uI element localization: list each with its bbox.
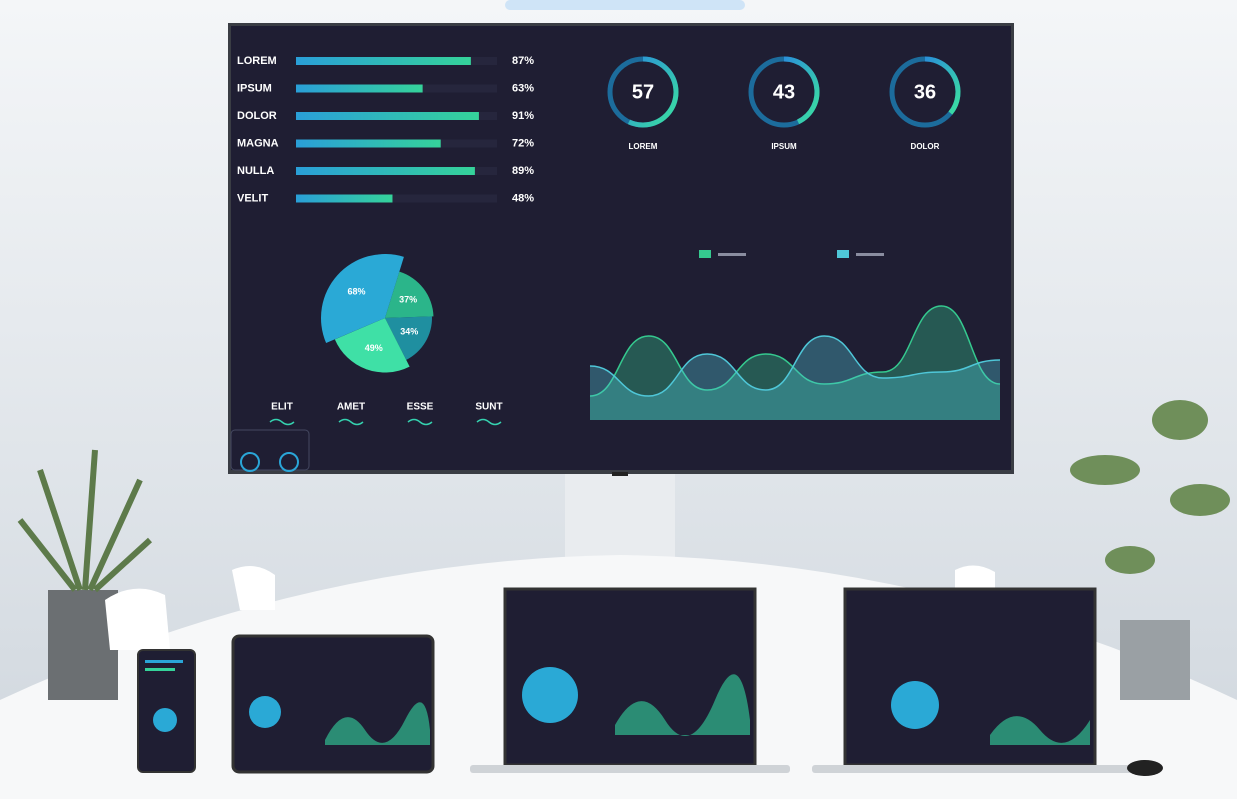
mini-ring (240, 452, 260, 472)
pie-sector (385, 316, 432, 360)
tablet-wave (325, 702, 430, 745)
gauge-value: 36 (914, 81, 936, 103)
pie-label: 37% (399, 295, 417, 305)
laptop-base (812, 765, 1132, 773)
gauge-arc (627, 56, 679, 128)
pie-sector (321, 254, 404, 344)
gauge-value: 57 (632, 81, 654, 103)
bar (296, 194, 393, 203)
gauge-value: 43 (773, 81, 795, 103)
phone-bar (145, 660, 183, 663)
bar-value-label: 91% (512, 110, 534, 122)
bar-label: NULLA (237, 165, 274, 177)
tablet-pie (249, 696, 281, 728)
devices (137, 587, 1163, 776)
gauge-label: LOREM (629, 142, 658, 151)
laptop-pie (522, 667, 578, 723)
footer-glyph (407, 418, 433, 426)
footer-label: SUNT (475, 402, 502, 413)
legend-swatch (699, 250, 711, 258)
gauge-label: DOLOR (911, 142, 940, 151)
pie-label: 68% (347, 287, 365, 297)
footer-label: ELIT (271, 402, 293, 413)
footer-glyph (476, 418, 502, 426)
pie-label: 34% (400, 327, 418, 337)
mini-panel (230, 429, 310, 471)
gauge-label: IPSUM (771, 142, 797, 151)
bar (296, 57, 471, 65)
phone-bar (145, 668, 175, 671)
laptop-base (470, 765, 790, 773)
bar-value-label: 63% (512, 82, 534, 94)
laptop-screen (843, 587, 1097, 767)
laptop-wave (990, 716, 1090, 745)
wave-area (590, 306, 1000, 420)
bar-value-label: 87% (512, 55, 534, 67)
footer-glyph (269, 418, 295, 426)
bar-label: IPSUM (237, 82, 272, 94)
bar-label: VELIT (237, 192, 268, 204)
plant-pot (1120, 620, 1190, 700)
chair (232, 566, 275, 610)
tv-screen (231, 26, 1011, 470)
wave-line (589, 305, 1001, 397)
bar-label: LOREM (237, 55, 277, 67)
legend-text (856, 253, 884, 256)
pie-sector (334, 318, 410, 373)
legend-text (718, 253, 746, 256)
tv-stand (565, 470, 675, 560)
chair (105, 588, 170, 650)
gauge-arc (924, 56, 961, 115)
laptop-pie (891, 681, 939, 729)
wave-area (590, 336, 1000, 420)
bar (296, 112, 479, 120)
top-tab (505, 0, 745, 10)
pie-sector (385, 271, 434, 318)
dashboard: LOREM 87% IPSUM 63% DOLOR 91% MAGNA 72% NULLA 89%… (237, 55, 1001, 426)
bar-label: DOLOR (237, 110, 277, 122)
phone-pie (153, 708, 177, 732)
bar-value-label: 72% (512, 137, 534, 149)
bar-value-label: 48% (512, 192, 534, 204)
legend-swatch (837, 250, 849, 258)
gauge-arc (783, 56, 820, 125)
footer-label: AMET (337, 402, 365, 413)
puck (1127, 760, 1163, 776)
plant (17, 449, 153, 593)
plant (1070, 400, 1230, 574)
laptop-wave (615, 674, 750, 736)
footer-glyph (338, 418, 364, 426)
pie-label: 49% (365, 343, 383, 353)
wave-line (589, 335, 1001, 397)
bar-label: MAGNA (237, 137, 279, 149)
bar (296, 139, 441, 148)
bar-track (296, 194, 497, 203)
bar-value-label: 89% (512, 165, 534, 177)
tv-logo (612, 472, 628, 476)
footer-label: ESSE (407, 402, 434, 413)
bar (296, 84, 423, 93)
bar (296, 167, 475, 175)
mini-ring (279, 452, 299, 472)
wave-legend (699, 250, 884, 258)
tablet (231, 634, 435, 774)
